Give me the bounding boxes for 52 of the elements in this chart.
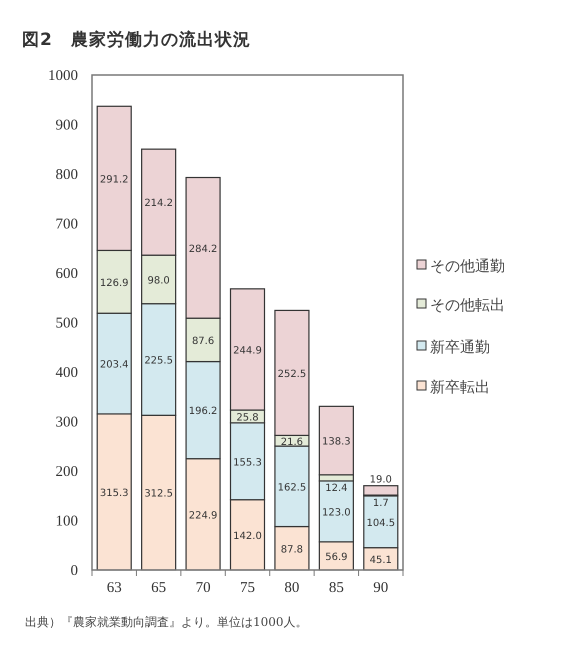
data-label: 196.2 [188,406,218,418]
data-label: 138.3 [322,436,351,448]
data-label: 162.5 [278,482,306,494]
data-label: 126.9 [100,278,129,289]
legend-label: その他転出 [430,296,505,314]
data-label: 224.9 [188,510,218,522]
data-label: 104.5 [366,518,396,529]
data-label: 19.0 [370,474,392,486]
y-tick-label: 400 [56,365,78,381]
data-label: 123.0 [322,507,351,518]
legend-label: その他通勤 [430,257,505,275]
y-tick-label: 100 [56,514,78,530]
data-label: 21.6 [280,436,304,448]
data-label: 25.8 [236,412,259,424]
data-label: 252.5 [278,368,306,380]
y-tick-label: 900 [56,118,78,134]
data-label: 315.3 [100,488,129,499]
x-tick-label: 80 [284,580,300,596]
x-tick-label: 63 [106,580,122,596]
x-tick-label: 70 [196,580,211,596]
legend-label: 新卒通勤 [430,338,490,356]
data-label: 45.1 [370,554,392,566]
data-label: 291.2 [100,174,129,186]
y-tick-label: 200 [56,464,78,480]
data-label: 56.9 [325,552,348,563]
data-label: 1.7 [372,498,389,509]
data-label: 87.8 [280,544,304,556]
data-label: 155.3 [233,457,262,468]
data-label: 214.2 [144,198,173,210]
data-label: 98.0 [148,275,170,286]
data-label: 284.2 [188,244,218,255]
legend-label: 新卒転出 [430,378,490,396]
y-tick-label: 800 [56,167,78,183]
chart-title: 図2 農家労働力の流出状況 [22,30,251,50]
x-tick-label: 90 [373,580,388,596]
y-tick-label: 300 [56,414,78,430]
y-tick-label: 600 [56,266,78,282]
data-label: 225.5 [144,356,173,366]
source-note: 出典）『農家就業動向調査』より。単位は1000人。 [25,615,308,629]
y-tick-label: 500 [56,316,78,332]
x-tick-label: 65 [151,580,166,596]
data-label: 244.9 [233,345,262,356]
x-tick-label: 75 [240,580,255,596]
y-tick-label: 1000 [48,68,78,84]
x-tick-label: 85 [328,580,344,596]
data-label: 312.5 [144,488,173,500]
data-label: 203.4 [100,360,129,371]
data-label: 87.6 [192,336,214,347]
data-label: 12.4 [325,482,348,494]
y-tick-label: 700 [56,216,78,232]
data-label: 142.0 [233,530,262,542]
y-tick-label: 0 [70,563,78,579]
